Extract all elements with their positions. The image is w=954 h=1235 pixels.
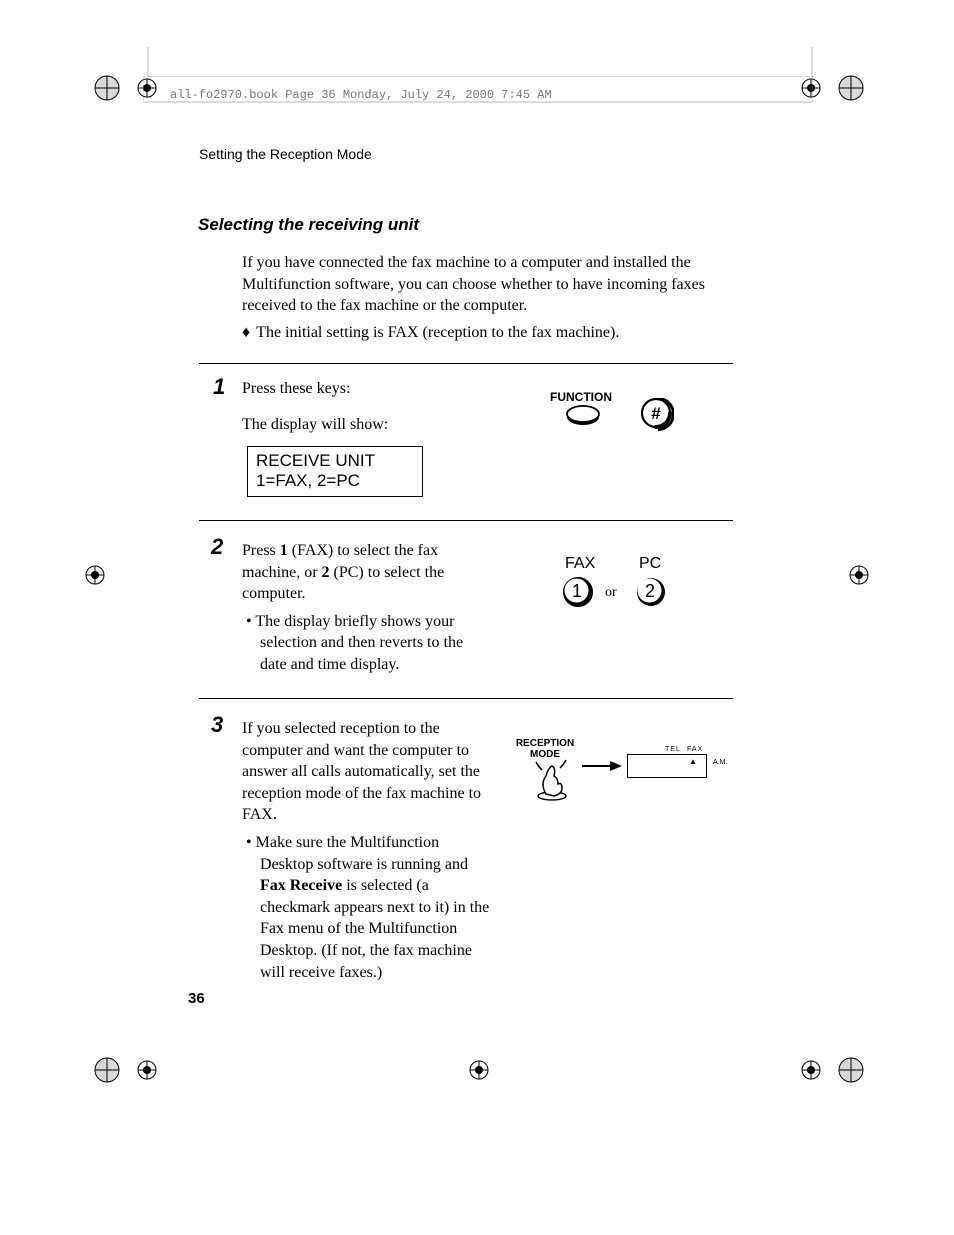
framemaker-header: all-fo2970.book Page 36 Monday, July 24,… <box>170 88 552 102</box>
step1-body: Press these keys: The display will show: <box>242 378 502 435</box>
step3-body: If you selected reception to the compute… <box>242 718 494 983</box>
step1-number: 1 <box>213 374 225 400</box>
reception-mode-label: RECEPTION MODE <box>510 738 580 760</box>
am-indicator: A.M. <box>713 759 727 766</box>
running-head: Setting the Reception Mode <box>199 146 372 162</box>
regmark-bot-mid <box>454 1050 504 1090</box>
step2-key2: 2 <box>322 564 330 581</box>
fax-label: FAX <box>565 555 595 573</box>
step3-bullet: Make sure the Multifunction Desktop soft… <box>260 832 494 983</box>
lcd-line1: RECEIVE UNIT <box>256 451 414 471</box>
regmark-mid-left <box>70 555 120 595</box>
fax-indicator: FAX <box>687 746 703 753</box>
function-label: FUNCTION <box>550 390 612 404</box>
step2-body: Press 1 (FAX) to select the fax machine,… <box>242 540 492 676</box>
diamond-note: ♦ The initial setting is FAX (reception t… <box>242 322 619 344</box>
svg-text:1: 1 <box>572 581 582 601</box>
step2-key1: 1 <box>280 542 288 559</box>
step2-rule-top <box>199 520 733 521</box>
step3-bullet-bold: Fax Receive <box>260 877 342 894</box>
lcd-line2: 1=FAX, 2=PC <box>256 471 414 491</box>
tel-indicator: TEL <box>665 746 681 753</box>
intro-paragraph: If you have connected the fax machine to… <box>242 252 732 317</box>
key-2-icon: 2 <box>635 577 669 611</box>
step3-number: 3 <box>211 712 223 738</box>
indicator-arrow-icon: ▲ <box>689 757 697 766</box>
step3-rule-top <box>199 698 733 699</box>
diamond-text: The initial setting is FAX (reception to… <box>256 324 619 341</box>
pc-label: PC <box>639 555 661 573</box>
page: all-fo2970.book Page 36 Monday, July 24,… <box>0 0 954 1235</box>
step3-text: If you selected reception to the compute… <box>242 720 481 823</box>
hash-key-icon: # <box>640 398 674 432</box>
regmark-top-left <box>92 68 172 108</box>
step3-bullet-a: Make sure the Multifunction Desktop soft… <box>256 834 468 873</box>
svg-text:#: # <box>651 404 661 423</box>
function-button-icon <box>565 405 605 427</box>
step2-number: 2 <box>211 534 223 560</box>
regmark-bot-right <box>786 1050 866 1090</box>
heading: Selecting the receiving unit <box>198 215 419 235</box>
step2-text-a: Press <box>242 542 280 559</box>
page-number: 36 <box>188 990 205 1007</box>
step1-line-a: Press these keys: <box>242 378 502 400</box>
regmark-mid-right <box>834 555 884 595</box>
step1-rule-top <box>199 363 733 364</box>
step1-line-b: The display will show: <box>242 414 502 436</box>
diamond-bullet-icon: ♦ <box>242 324 250 341</box>
regmark-bot-left <box>92 1050 172 1090</box>
reception-a: RECEPTION <box>516 738 574 749</box>
regmark-top-right <box>786 68 866 108</box>
key-1-icon: 1 <box>562 577 596 611</box>
step2-bullet: The display briefly shows your selection… <box>260 611 492 676</box>
regmark-top-risers <box>140 47 820 92</box>
finger-press-icon <box>532 758 572 802</box>
arrow-icon <box>580 758 624 774</box>
lcd-display: RECEIVE UNIT 1=FAX, 2=PC <box>247 446 423 497</box>
or-label: or <box>605 585 617 601</box>
svg-text:2: 2 <box>645 581 655 601</box>
